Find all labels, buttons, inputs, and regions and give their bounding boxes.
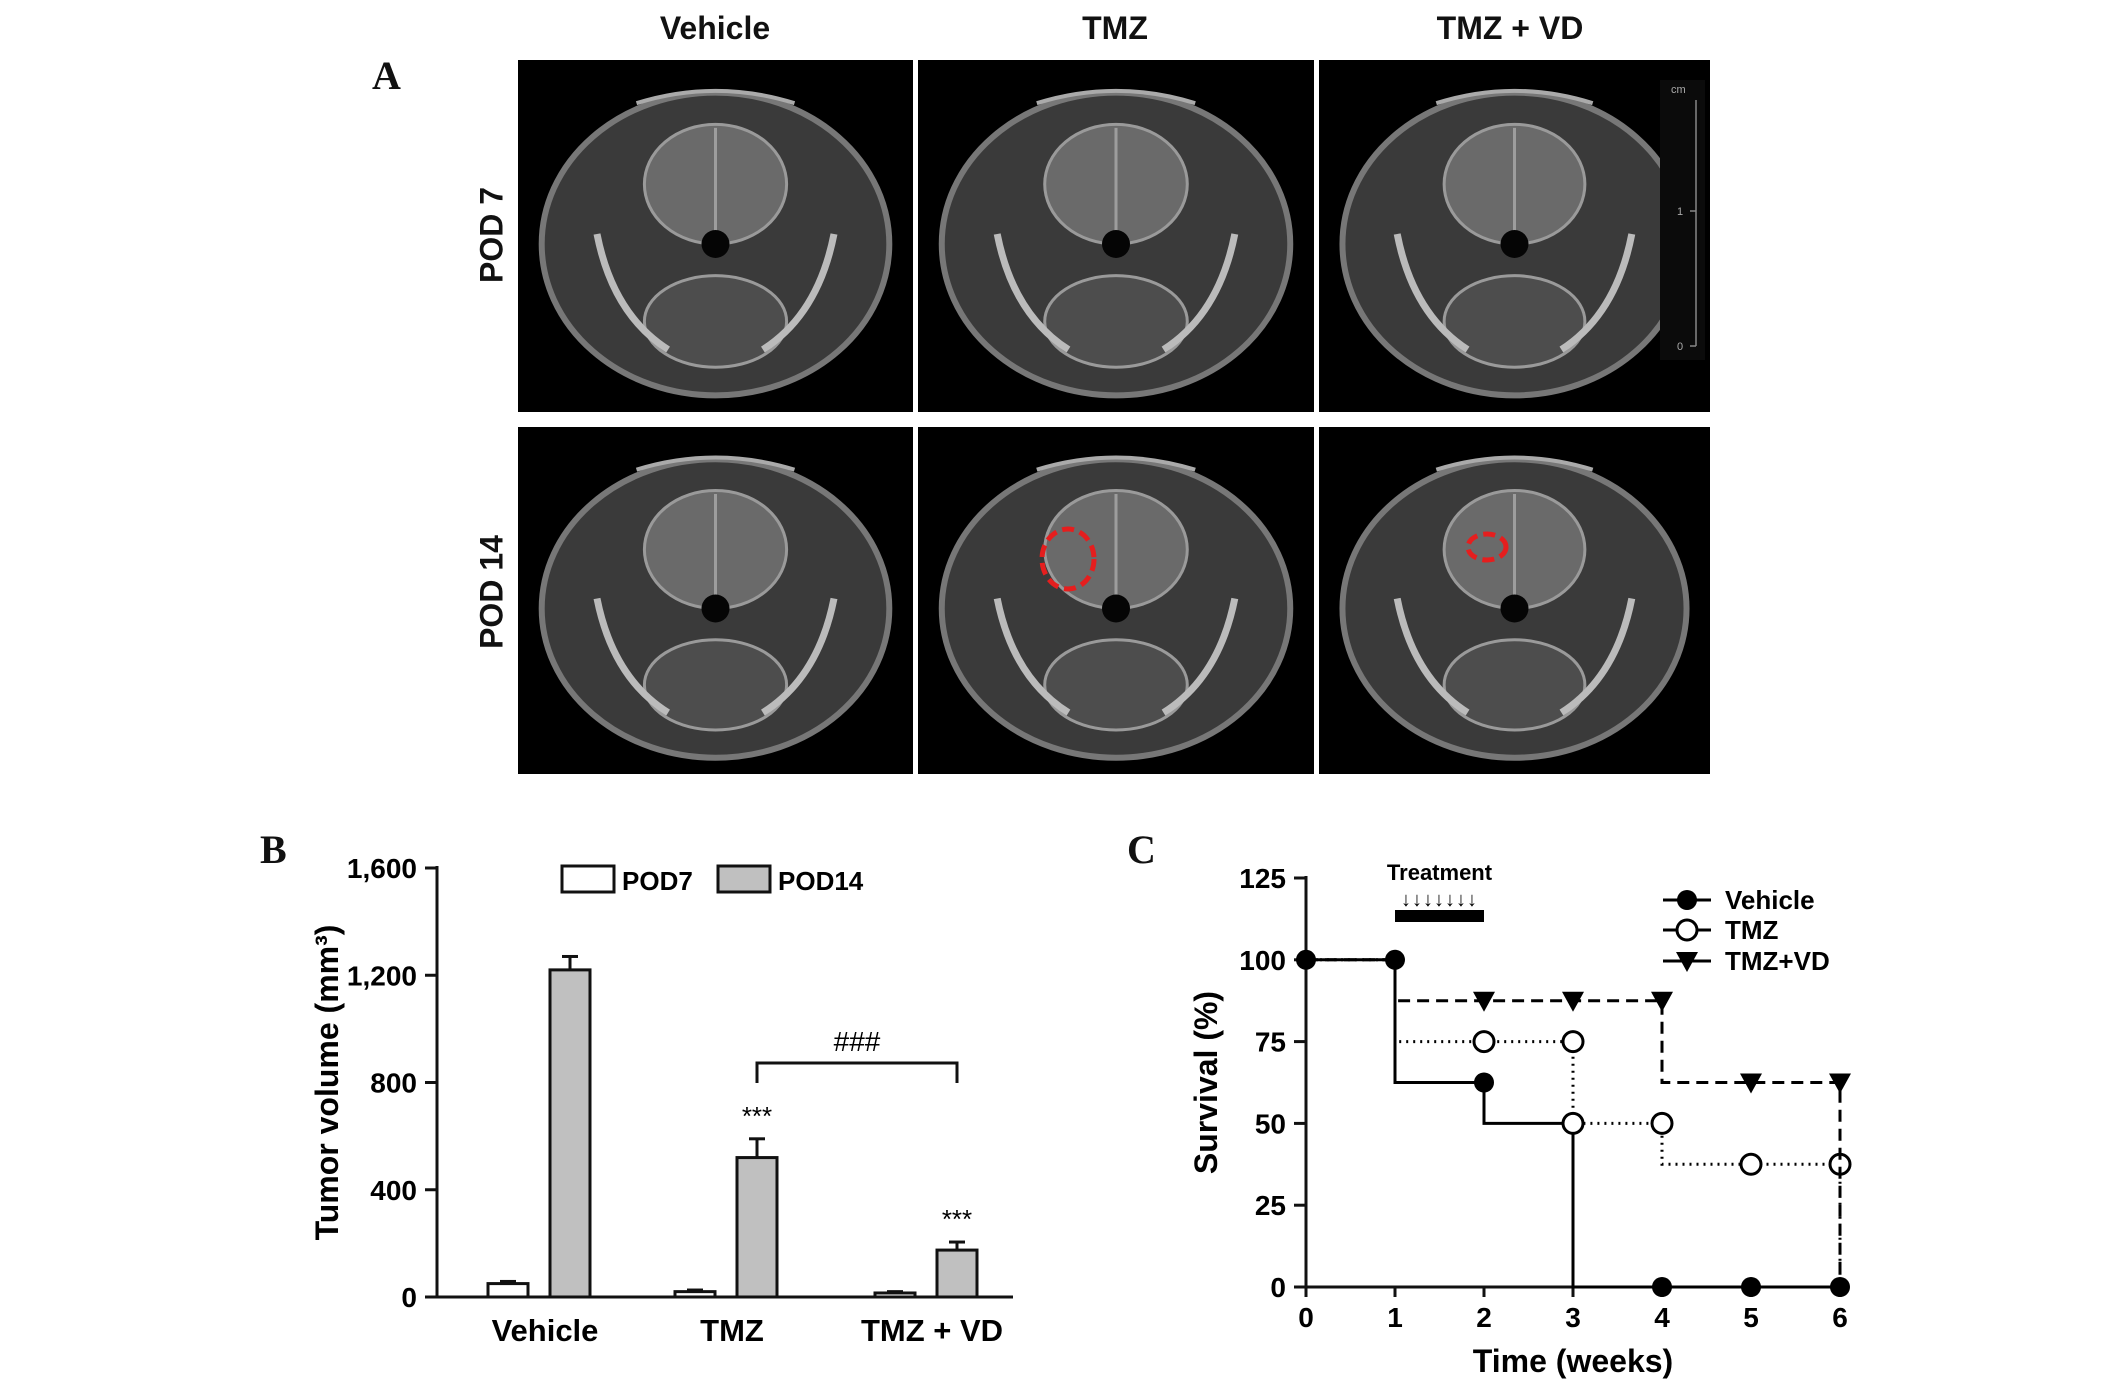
column-label-tmz-vd: TMZ + VD xyxy=(1436,10,1584,46)
legend-label-pod14: POD14 xyxy=(778,866,864,896)
y-tick-label: 0 xyxy=(1270,1272,1286,1303)
x-tick-label: 6 xyxy=(1832,1302,1848,1333)
marker-vehicle xyxy=(1652,1277,1672,1297)
marker-tmz xyxy=(1561,1030,1585,1054)
y-tick-label: 800 xyxy=(370,1068,417,1099)
significance-stars: *** xyxy=(742,1101,772,1131)
series-tmz-vd xyxy=(1306,958,1851,1287)
y-axis-label: Survival (%) xyxy=(1188,991,1224,1174)
x-tick-label: 2 xyxy=(1476,1302,1492,1333)
survival-line-vehicle xyxy=(1306,958,1840,1289)
x-tick-label: 1 xyxy=(1387,1302,1403,1333)
bar-pod14 xyxy=(548,968,592,1299)
survival-line-tmz xyxy=(1306,958,1842,1287)
legend-swatch-pod14 xyxy=(716,864,772,894)
y-tick-label: 1,200 xyxy=(347,960,417,991)
column-label-vehicle: Vehicle xyxy=(659,10,771,46)
scale-bar-unit: cm xyxy=(1671,84,1686,96)
x-axis-label: Time (weeks) xyxy=(1473,1343,1673,1379)
mri-tmz-vd-pod7 xyxy=(1319,60,1710,412)
x-tick-label: 5 xyxy=(1743,1302,1759,1333)
mri-tmz-vd-pod14 xyxy=(1319,427,1710,774)
y-tick-label: 100 xyxy=(1239,945,1286,976)
legend-label-pod7: POD7 xyxy=(622,866,693,896)
y-tick-label: 400 xyxy=(370,1175,417,1206)
y-axis-label: Tumor volume (mm³) xyxy=(309,925,345,1241)
panel-b-letter: B xyxy=(260,827,287,872)
scale-bar: cm 1 0 xyxy=(1660,80,1705,360)
tumor-outline xyxy=(1465,531,1509,563)
marker-tmz xyxy=(1561,1111,1585,1135)
marker-vehicle xyxy=(1474,1072,1494,1093)
bar-pod14 xyxy=(735,1156,779,1299)
bar-pod7 xyxy=(486,1282,530,1299)
bar-pod14 xyxy=(935,1248,979,1299)
legend-marker-vehicle xyxy=(1677,890,1697,910)
mri-vehicle-pod7 xyxy=(518,60,913,412)
marker-tmz-vd xyxy=(1473,991,1495,1012)
tumor-outline xyxy=(1039,526,1097,592)
marker-tmz-vd xyxy=(1562,991,1584,1012)
mri-tmz-pod14 xyxy=(918,427,1314,774)
x-tick-label: 3 xyxy=(1565,1302,1581,1333)
significance-stars: *** xyxy=(942,1204,972,1234)
marker-tmz-vd xyxy=(1740,1073,1762,1094)
marker-tmz-vd xyxy=(1651,991,1673,1012)
mri-vehicle-pod14 xyxy=(518,427,913,774)
marker-tmz xyxy=(1472,1030,1496,1054)
legend-label-tmz-vd: TMZ+VD xyxy=(1725,946,1830,976)
comparison-bracket xyxy=(755,1061,959,1083)
y-tick-label: 75 xyxy=(1255,1027,1286,1058)
bar-pod7 xyxy=(873,1291,917,1299)
series-vehicle xyxy=(1296,949,1850,1297)
y-tick-label: 1,600 xyxy=(347,853,417,884)
legend-marker-tmz xyxy=(1675,918,1699,942)
marker-vehicle xyxy=(1385,949,1405,970)
x-category-label: TMZ xyxy=(700,1313,764,1348)
series-tmz xyxy=(1306,958,1852,1287)
treatment-period-bar xyxy=(1395,910,1484,922)
y-tick-label: 50 xyxy=(1255,1108,1286,1139)
legend-swatch-pod7 xyxy=(560,864,616,894)
marker-tmz xyxy=(1739,1152,1763,1176)
marker-tmz-vd xyxy=(1829,1073,1851,1094)
marker-tmz xyxy=(1650,1111,1674,1135)
y-tick-label: 0 xyxy=(401,1282,417,1313)
x-tick-label: 0 xyxy=(1298,1302,1314,1333)
y-tick-label: 125 xyxy=(1239,863,1286,894)
x-tick-label: 4 xyxy=(1654,1302,1670,1333)
marker-vehicle xyxy=(1741,1277,1761,1297)
legend-label-tmz: TMZ xyxy=(1725,915,1779,945)
comparison-label: ### xyxy=(834,1026,881,1057)
mri-tmz-pod7 xyxy=(918,60,1314,412)
scale-bar-tick-0: 0 xyxy=(1677,341,1683,353)
treatment-label: Treatment xyxy=(1387,860,1493,885)
panel-a-letter: A xyxy=(372,53,401,98)
x-category-label: Vehicle xyxy=(492,1313,599,1348)
y-tick-label: 25 xyxy=(1255,1190,1286,1221)
legend-marker-tmz-vd xyxy=(1676,952,1698,972)
legend-label-vehicle: Vehicle xyxy=(1725,885,1815,915)
x-category-label: TMZ + VD xyxy=(861,1313,1003,1348)
column-label-tmz: TMZ xyxy=(1082,10,1148,46)
scale-bar-tick-1: 1 xyxy=(1677,206,1683,218)
bar-pod7 xyxy=(673,1290,717,1299)
panel-c-letter: C xyxy=(1127,827,1156,872)
treatment-arrows: ↓↓↓↓↓↓↓ xyxy=(1401,889,1478,911)
